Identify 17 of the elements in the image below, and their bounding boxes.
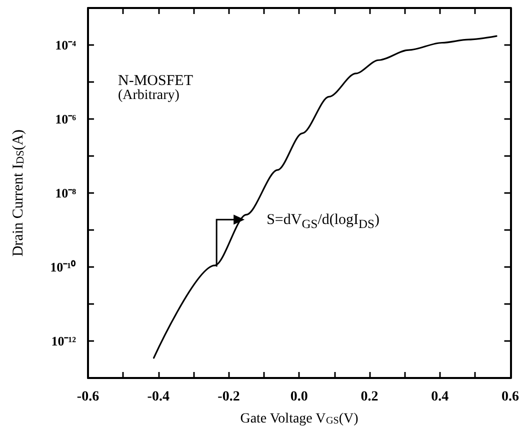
y-tick-label: 10⁻⁴ bbox=[55, 38, 76, 52]
annotation: (Arbitrary) bbox=[118, 88, 180, 103]
x-tick-label: 0.4 bbox=[431, 390, 449, 404]
x-tick-label: -0.2 bbox=[218, 390, 240, 404]
annotation: N-MOSFET bbox=[118, 73, 194, 89]
y-tick-label: 10⁻¹⁰ bbox=[50, 260, 76, 274]
x-tick-label: -0.6 bbox=[76, 390, 100, 404]
x-tick-label: -0.4 bbox=[147, 390, 170, 404]
annotation: S=dV$_{GS}$/d(logI$_{DS}$) bbox=[266, 212, 380, 231]
y-axis-title: Drain Current IDS(A) bbox=[10, 129, 26, 257]
x-axis-title: Gate Voltage VGS(V) bbox=[240, 412, 359, 426]
y-tick-label: 10⁻⁸ bbox=[55, 186, 76, 200]
y-tick-label: 10⁻¹² bbox=[51, 334, 76, 348]
x-tick-label: 0.6 bbox=[502, 390, 519, 404]
y-tick-label: 10⁻⁶ bbox=[55, 112, 76, 126]
x-tick-label: 0.0 bbox=[290, 390, 308, 404]
x-tick-label: 0.2 bbox=[360, 390, 378, 404]
